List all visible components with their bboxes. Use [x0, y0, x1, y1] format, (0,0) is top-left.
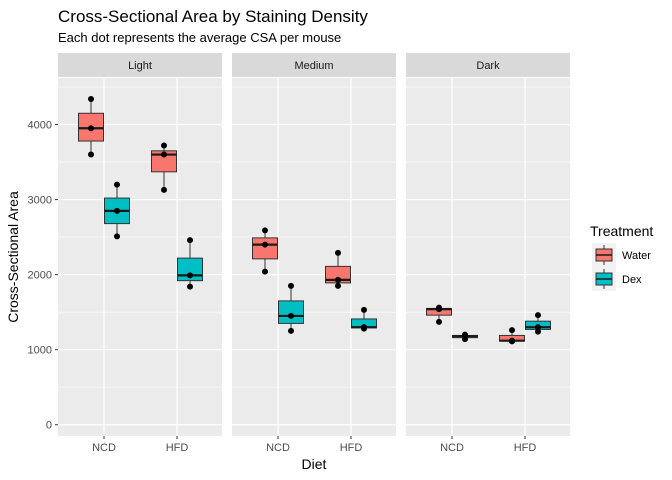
facet-strip — [406, 53, 570, 77]
data-point — [88, 151, 94, 158]
data-point — [88, 125, 94, 132]
data-point — [462, 331, 468, 338]
legend-key-water: Water — [592, 243, 651, 267]
x-tick-label: HFD — [166, 442, 189, 454]
data-point — [535, 324, 541, 331]
legend: Treatment Water Dex — [590, 223, 653, 291]
y-tick-label: 2000 — [28, 270, 52, 282]
data-point — [535, 328, 541, 335]
x-axis-title: Diet — [302, 456, 327, 472]
box-iqr — [278, 300, 304, 324]
box-hfd-water — [325, 249, 351, 289]
box-ncd-water — [78, 96, 104, 158]
legend-label-dex: Dex — [622, 274, 642, 286]
data-point — [335, 282, 341, 289]
data-point — [114, 233, 120, 240]
y-axis: 0 1000 2000 3000 4000 — [28, 120, 58, 432]
legend-key-dex: Dex — [592, 267, 642, 291]
facet-strip-label: Medium — [294, 60, 333, 72]
data-point — [262, 227, 268, 234]
data-point — [288, 282, 294, 289]
data-point — [361, 306, 367, 313]
facet-strip — [58, 53, 222, 77]
data-point — [335, 249, 341, 256]
facet-panel-light: Light — [58, 53, 222, 436]
facet-panel-medium: Medium — [232, 53, 396, 436]
box-hfd-dex — [177, 237, 203, 290]
y-tick-label: 1000 — [28, 345, 52, 357]
box-hfd-water — [151, 142, 177, 193]
x-tick-label: NCD — [92, 442, 116, 454]
data-point — [161, 151, 167, 158]
y-axis-title: Cross-Sectional Area — [5, 191, 21, 323]
box-iqr — [252, 237, 278, 260]
data-point — [187, 237, 193, 244]
data-point — [161, 142, 167, 149]
panel-background — [406, 78, 570, 436]
facet-panel-dark: Dark — [406, 53, 570, 436]
data-point — [288, 312, 294, 319]
data-point — [436, 318, 442, 325]
y-tick-label: 0 — [46, 420, 52, 432]
x-tick-label: NCD — [440, 442, 464, 454]
y-tick-label: 3000 — [28, 195, 52, 207]
y-tick-label: 4000 — [28, 120, 52, 132]
data-point — [114, 207, 120, 214]
box-ncd-water — [252, 227, 278, 275]
data-point — [187, 283, 193, 290]
data-point — [262, 241, 268, 248]
facet-strip — [232, 53, 396, 77]
box-hfd-dex — [351, 306, 377, 332]
box-iqr — [325, 265, 351, 284]
x-tick-label: HFD — [340, 442, 363, 454]
data-point — [187, 272, 193, 279]
data-point — [114, 181, 120, 188]
data-point — [509, 337, 515, 344]
data-point — [335, 276, 341, 283]
x-axis: NCD HFD NCD HFD NCD HFD — [92, 436, 536, 454]
data-point — [288, 327, 294, 334]
legend-title: Treatment — [590, 223, 653, 239]
box-ncd-water — [426, 304, 452, 325]
data-point — [262, 268, 268, 275]
box-hfd-dex — [525, 312, 551, 335]
chart-title: Cross-Sectional Area by Staining Density — [58, 7, 368, 26]
data-point — [436, 304, 442, 311]
x-tick-label: HFD — [514, 442, 537, 454]
box-ncd-dex — [452, 331, 478, 343]
data-point — [361, 324, 367, 331]
facet-strip-label: Light — [128, 60, 152, 72]
data-point — [88, 96, 94, 103]
facet-panels: Light Medium Dark — [58, 53, 570, 436]
box-ncd-dex — [278, 282, 304, 334]
data-point — [535, 312, 541, 319]
chart-subtitle: Each dot represents the average CSA per … — [58, 30, 341, 45]
data-point — [509, 327, 515, 334]
box-ncd-dex — [104, 181, 130, 240]
x-tick-label: NCD — [266, 442, 290, 454]
data-point — [161, 186, 167, 193]
box-hfd-water — [499, 327, 525, 345]
legend-label-water: Water — [622, 250, 651, 262]
facet-strip-label: Dark — [476, 60, 500, 72]
box-iqr — [151, 150, 177, 173]
